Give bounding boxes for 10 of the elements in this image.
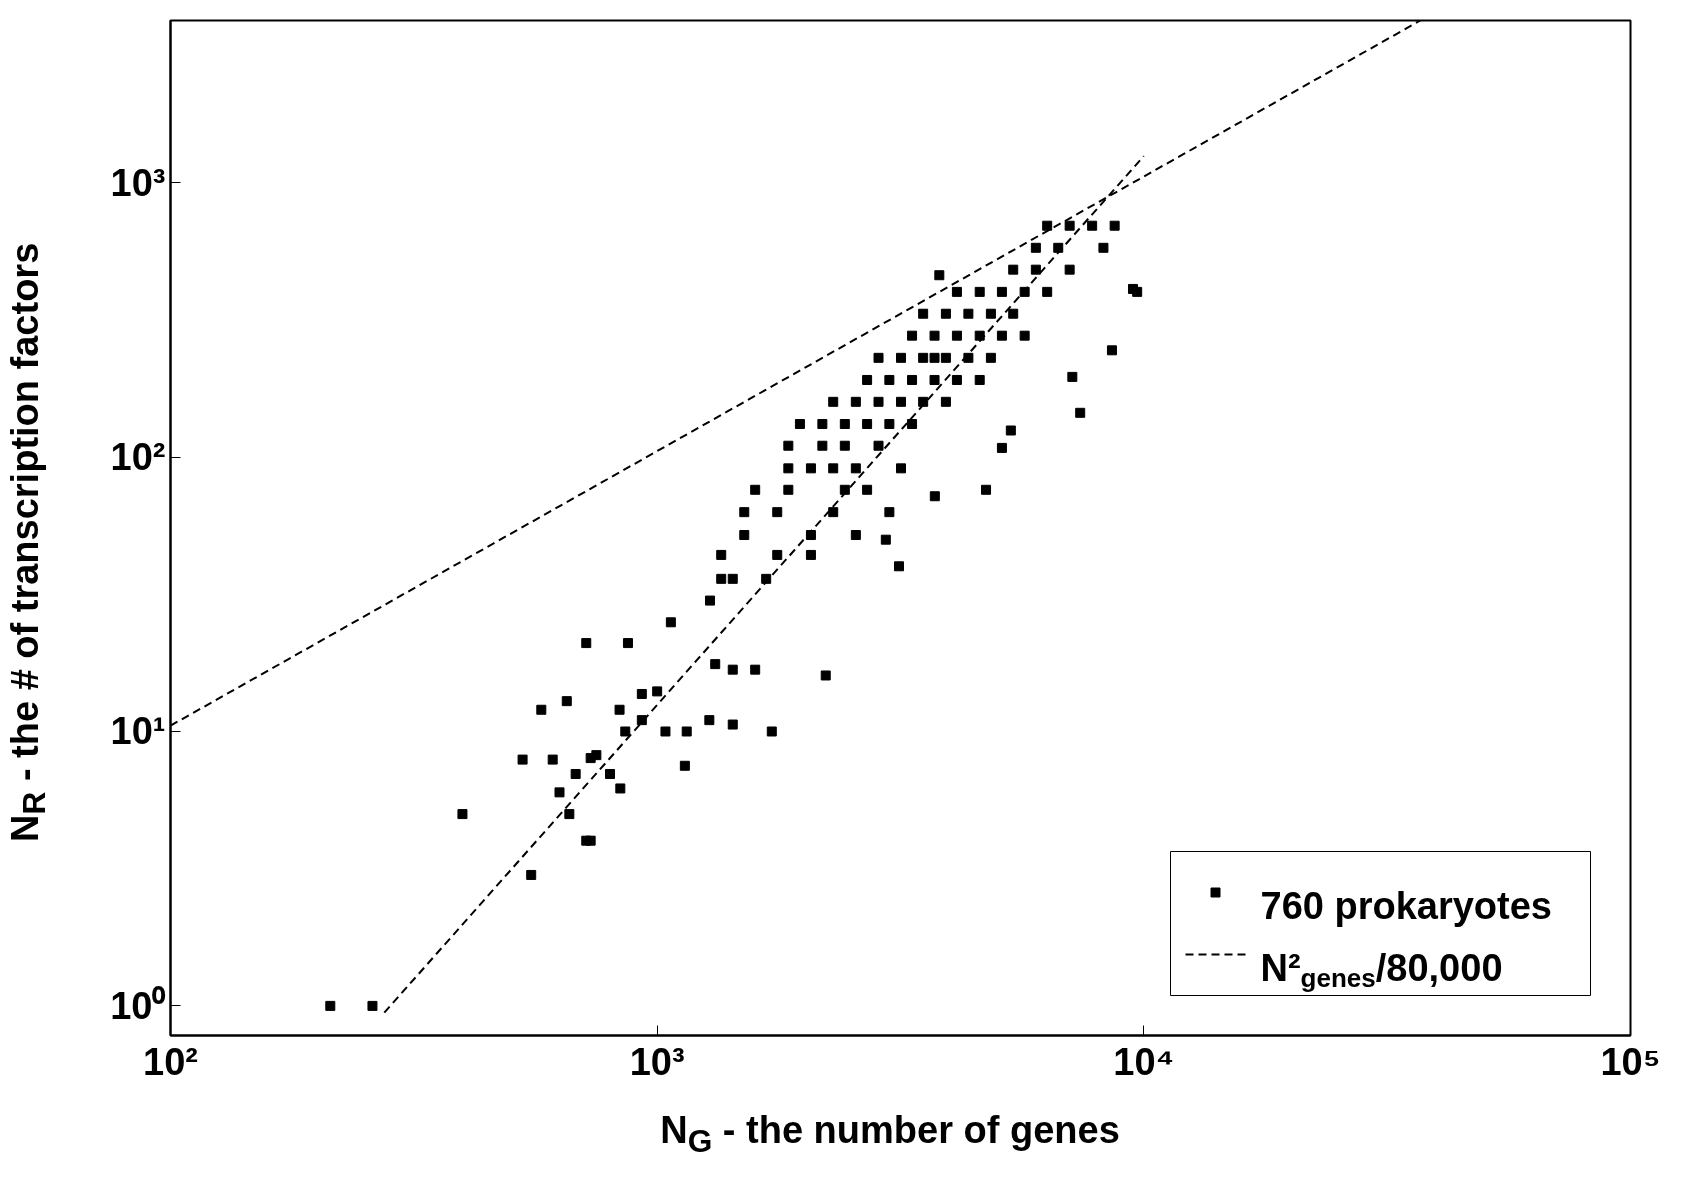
legend-label: 760 prokaryotes [1260, 884, 1552, 927]
y-tick-label: 10² [110, 436, 166, 479]
x-tick-label: 10² [143, 1040, 198, 1083]
x-axis-title: N$_{G}$ - the number of genes [660, 1109, 1120, 1159]
y-tick-label: 10¹ [110, 710, 166, 753]
y-tick-label: 10⁰ [110, 984, 167, 1027]
x-tick-label: 10⁴ [1113, 1040, 1175, 1083]
x-tick-label: 10⁵ [1600, 1040, 1661, 1083]
y-tick-label: 10³ [110, 161, 166, 204]
x-tick-label: 10³ [629, 1040, 685, 1083]
